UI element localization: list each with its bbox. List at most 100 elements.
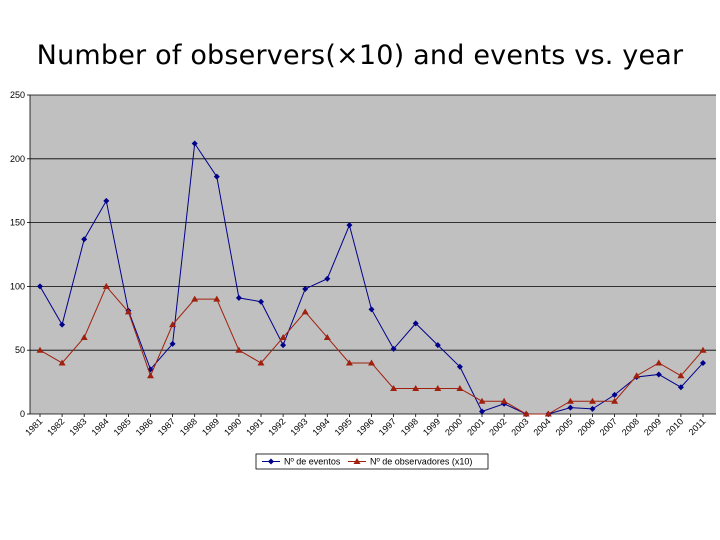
x-tick-label: 2010	[664, 416, 685, 437]
data-point	[258, 298, 264, 305]
x-tick-label: 1984	[89, 416, 110, 437]
x-tick-label: 2003	[509, 416, 530, 437]
data-point	[169, 340, 176, 347]
data-point	[80, 333, 88, 340]
x-tick-label: 2011	[687, 416, 708, 437]
legend-item: Nº de eventos	[262, 457, 341, 467]
y-tick-label: 0	[20, 409, 25, 419]
x-tick-label: 2009	[642, 416, 663, 437]
x-tick-label: 1986	[134, 416, 155, 437]
x-tick-label: 1987	[156, 416, 177, 437]
series-group	[36, 140, 707, 417]
data-point	[213, 295, 221, 302]
x-tick-label: 1998	[399, 416, 420, 437]
data-point	[235, 294, 242, 301]
x-tick-label: 1990	[222, 416, 243, 437]
data-point	[169, 321, 177, 328]
data-point	[566, 397, 574, 404]
data-point	[611, 391, 618, 398]
data-point	[633, 372, 641, 379]
y-tick-label: 200	[10, 154, 25, 164]
x-tick-label: 1995	[333, 416, 354, 437]
data-point	[324, 275, 331, 282]
data-point	[213, 173, 220, 180]
legend-box	[255, 453, 489, 470]
x-tick-label: 1999	[421, 416, 442, 437]
x-tick-label: 1982	[45, 416, 66, 437]
x-tick-label: 2005	[554, 416, 575, 437]
data-point	[412, 320, 419, 327]
y-tick-label: 100	[10, 281, 25, 291]
x-tick-label: 1997	[377, 416, 398, 437]
data-point	[478, 397, 486, 404]
data-point	[655, 371, 662, 378]
y-tick-label: 50	[15, 345, 25, 355]
data-point	[589, 405, 596, 412]
data-point	[257, 359, 265, 366]
x-tick-labels: 1981 1982 1983 1984 1985 1986 1987 1988 1989 1990…	[23, 416, 707, 437]
x-tick-label: 1989	[200, 416, 221, 437]
data-point	[191, 295, 199, 302]
plot-area	[30, 95, 716, 414]
data-point	[567, 404, 574, 411]
x-tick-label: 2004	[531, 416, 552, 437]
data-point	[81, 236, 88, 243]
legend-item: Nº de observadores (x10)	[348, 457, 472, 467]
data-point	[323, 333, 331, 340]
data-point	[390, 345, 397, 352]
y-tick-labels: 0 50 100 150 200 250	[10, 90, 25, 419]
data-point	[58, 359, 66, 366]
data-point	[279, 333, 287, 340]
data-point	[434, 384, 442, 391]
x-tick-label: 2006	[576, 416, 597, 437]
data-point	[368, 359, 375, 366]
data-point	[302, 285, 309, 292]
data-point	[699, 346, 707, 353]
data-point	[102, 282, 110, 289]
x-tick-label: 1994	[310, 416, 331, 437]
x-tick-label: 2008	[620, 416, 641, 437]
data-point	[456, 363, 463, 370]
data-point	[500, 397, 508, 404]
data-point	[280, 342, 287, 349]
x-tick-label: 1996	[355, 416, 376, 437]
x-tick-label: 2007	[598, 416, 619, 437]
data-point	[544, 410, 552, 417]
x-tick-label: 1992	[266, 416, 287, 437]
x-tick-label: 1985	[112, 416, 133, 437]
x-tick-label: 2001	[465, 416, 486, 437]
data-point	[37, 283, 43, 290]
data-point	[677, 384, 684, 391]
data-point	[346, 222, 353, 229]
legend-swatch-marker	[353, 458, 361, 464]
data-point	[456, 384, 464, 391]
y-tick-label: 250	[10, 90, 25, 100]
data-point	[611, 397, 619, 404]
data-point	[522, 410, 530, 417]
data-point	[479, 408, 485, 415]
grid-lines	[30, 94, 716, 351]
x-tick-label: 1993	[288, 416, 309, 437]
slide-title: Number of observers(×10) and events vs. …	[36, 40, 684, 71]
data-point	[235, 346, 243, 353]
data-point	[301, 308, 309, 315]
data-point	[589, 397, 596, 404]
x-tick-label: 1988	[178, 416, 199, 437]
data-point	[59, 321, 66, 328]
legend-label: Nº de observadores (x10)	[370, 457, 472, 467]
x-tick-label: 1991	[244, 416, 265, 437]
data-point	[700, 359, 706, 366]
x-tick-label: 2000	[443, 416, 464, 437]
data-point	[147, 372, 154, 379]
x-tick-label: 2002	[487, 416, 508, 437]
x-tick-label: 1981	[23, 416, 44, 437]
data-point	[677, 372, 685, 379]
data-point	[345, 359, 353, 366]
series-observadores	[36, 282, 707, 417]
data-point	[103, 197, 110, 204]
data-point	[412, 384, 420, 391]
data-point	[368, 306, 375, 313]
data-point	[124, 308, 132, 315]
y-tick-label: 150	[10, 218, 25, 228]
